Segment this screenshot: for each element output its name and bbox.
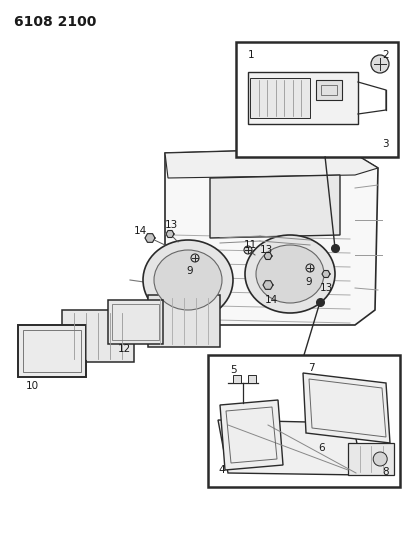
Text: 6: 6 bbox=[318, 443, 325, 453]
Text: 13: 13 bbox=[165, 220, 178, 230]
Circle shape bbox=[244, 246, 252, 254]
Bar bbox=[62, 310, 134, 362]
Circle shape bbox=[373, 452, 387, 466]
Polygon shape bbox=[303, 373, 390, 443]
Polygon shape bbox=[264, 253, 272, 260]
Bar bbox=[23, 330, 81, 372]
Text: 4: 4 bbox=[218, 465, 225, 475]
Text: 1: 1 bbox=[248, 50, 255, 60]
Ellipse shape bbox=[143, 240, 233, 320]
Text: 14: 14 bbox=[265, 295, 278, 305]
Bar bbox=[321, 85, 337, 95]
Polygon shape bbox=[218, 420, 363, 475]
Circle shape bbox=[371, 55, 389, 73]
Polygon shape bbox=[220, 400, 283, 470]
Polygon shape bbox=[166, 231, 174, 238]
Text: 3: 3 bbox=[382, 139, 389, 149]
Bar bbox=[236, 42, 398, 157]
Text: 13: 13 bbox=[320, 283, 333, 293]
Text: 12: 12 bbox=[118, 344, 131, 354]
Ellipse shape bbox=[245, 235, 335, 313]
Bar bbox=[250, 78, 310, 118]
Polygon shape bbox=[145, 233, 155, 243]
Bar bbox=[233, 375, 241, 383]
Polygon shape bbox=[263, 281, 273, 289]
Bar bbox=[148, 295, 220, 347]
Bar bbox=[112, 304, 159, 340]
Text: 13: 13 bbox=[260, 245, 273, 255]
Text: 9: 9 bbox=[305, 277, 312, 287]
Text: 7: 7 bbox=[308, 363, 315, 373]
Bar bbox=[18, 325, 86, 377]
Polygon shape bbox=[165, 148, 378, 178]
Text: 11: 11 bbox=[244, 240, 257, 250]
Bar bbox=[108, 300, 163, 344]
Text: 10: 10 bbox=[26, 381, 39, 391]
Bar bbox=[248, 375, 256, 383]
Text: 5: 5 bbox=[230, 365, 237, 375]
Circle shape bbox=[191, 254, 199, 262]
Bar bbox=[316, 80, 342, 100]
Text: 9: 9 bbox=[186, 266, 193, 276]
Text: 2: 2 bbox=[382, 50, 389, 60]
Text: 14: 14 bbox=[134, 226, 147, 236]
Text: 8: 8 bbox=[382, 467, 389, 477]
Ellipse shape bbox=[154, 250, 222, 310]
Ellipse shape bbox=[256, 245, 324, 303]
Polygon shape bbox=[165, 148, 378, 325]
Bar bbox=[248, 72, 358, 124]
Text: 6108 2100: 6108 2100 bbox=[14, 15, 96, 29]
Circle shape bbox=[306, 264, 314, 272]
Bar bbox=[348, 443, 394, 475]
Polygon shape bbox=[322, 271, 330, 278]
Bar bbox=[208, 355, 400, 487]
Polygon shape bbox=[210, 175, 340, 238]
